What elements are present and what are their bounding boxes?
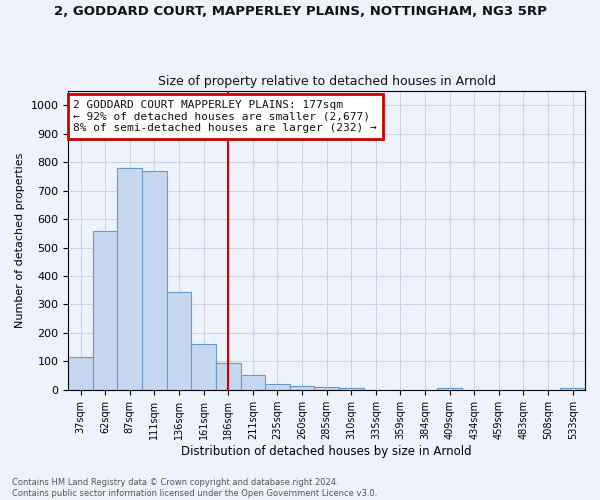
Text: 2, GODDARD COURT, MAPPERLEY PLAINS, NOTTINGHAM, NG3 5RP: 2, GODDARD COURT, MAPPERLEY PLAINS, NOTT… — [53, 5, 547, 18]
Bar — [191, 344, 216, 390]
Bar — [118, 168, 142, 390]
Bar — [142, 170, 167, 390]
Bar — [437, 388, 462, 390]
Bar — [265, 384, 290, 390]
Text: Contains HM Land Registry data © Crown copyright and database right 2024.
Contai: Contains HM Land Registry data © Crown c… — [12, 478, 377, 498]
Title: Size of property relative to detached houses in Arnold: Size of property relative to detached ho… — [158, 76, 496, 88]
Bar — [290, 386, 314, 390]
X-axis label: Distribution of detached houses by size in Arnold: Distribution of detached houses by size … — [181, 444, 472, 458]
Bar — [93, 232, 118, 390]
Bar — [216, 362, 241, 390]
Bar — [339, 388, 364, 390]
Bar — [314, 387, 339, 390]
Bar — [560, 388, 585, 390]
Text: 2 GODDARD COURT MAPPERLEY PLAINS: 177sqm
← 92% of detached houses are smaller (2: 2 GODDARD COURT MAPPERLEY PLAINS: 177sqm… — [73, 100, 377, 133]
Bar — [68, 358, 93, 390]
Y-axis label: Number of detached properties: Number of detached properties — [15, 153, 25, 328]
Bar — [241, 375, 265, 390]
Bar — [167, 292, 191, 390]
